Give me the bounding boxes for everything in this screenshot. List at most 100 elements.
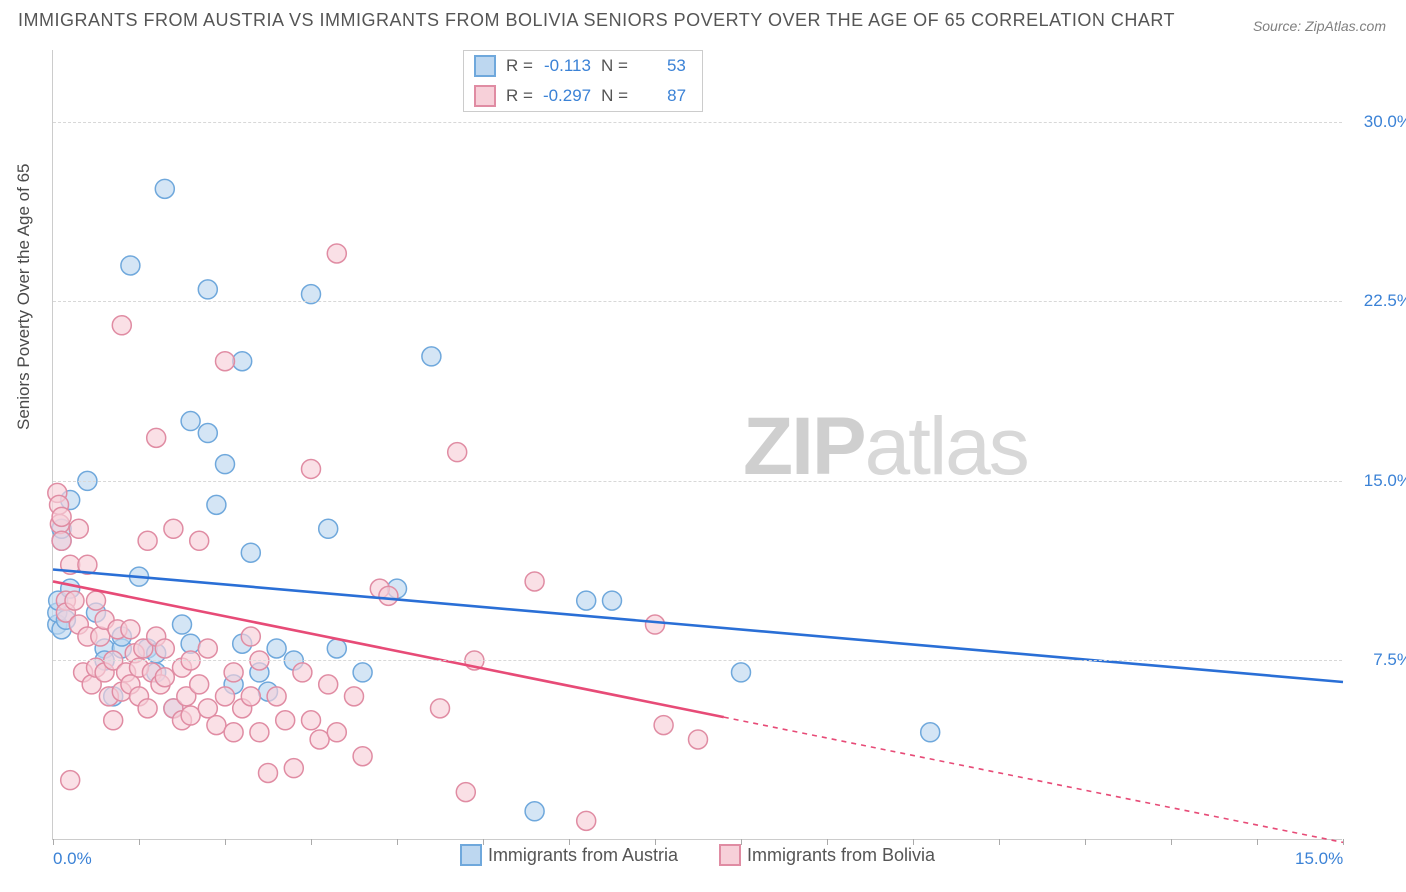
- data-point: [302, 711, 321, 730]
- data-point: [327, 723, 346, 742]
- data-point: [327, 639, 346, 658]
- data-point: [921, 723, 940, 742]
- legend-swatch-1: [719, 844, 741, 866]
- legend-item-0: Immigrants from Austria: [460, 844, 678, 866]
- data-point: [91, 627, 110, 646]
- x-tick-mark: [1257, 839, 1258, 845]
- data-point: [198, 699, 217, 718]
- x-tick-mark: [655, 839, 656, 845]
- data-point: [52, 507, 71, 526]
- r-value-1: -0.297: [537, 86, 597, 106]
- data-point: [319, 675, 338, 694]
- data-point: [422, 347, 441, 366]
- gridline-h: [53, 481, 1342, 482]
- data-point: [216, 455, 235, 474]
- y-tick-label: 30.0%: [1352, 112, 1406, 132]
- data-point: [577, 591, 596, 610]
- gridline-h: [53, 301, 1342, 302]
- data-point: [233, 352, 252, 371]
- chart-plot-area: ZIPatlas R = -0.113 N = 53 R = -0.297 N …: [52, 50, 1342, 840]
- data-point: [181, 706, 200, 725]
- data-point: [267, 687, 286, 706]
- data-point: [302, 459, 321, 478]
- n-label: N =: [601, 56, 628, 76]
- data-point: [138, 531, 157, 550]
- data-point: [224, 663, 243, 682]
- data-point: [216, 352, 235, 371]
- data-point: [173, 615, 192, 634]
- data-point: [65, 591, 84, 610]
- trend-line: [53, 569, 1343, 682]
- data-point: [284, 759, 303, 778]
- data-point: [577, 811, 596, 830]
- data-point: [155, 639, 174, 658]
- data-point: [61, 771, 80, 790]
- data-point: [646, 615, 665, 634]
- data-point: [319, 519, 338, 538]
- data-point: [207, 716, 226, 735]
- data-point: [353, 747, 372, 766]
- x-tick-mark: [53, 839, 54, 845]
- legend-item-1: Immigrants from Bolivia: [719, 844, 935, 866]
- swatch-series-0: [474, 55, 496, 77]
- legend-label-1: Immigrants from Bolivia: [747, 845, 935, 866]
- y-tick-label: 15.0%: [1352, 471, 1406, 491]
- data-point: [310, 730, 329, 749]
- data-point: [147, 428, 166, 447]
- data-point: [224, 723, 243, 742]
- data-point: [241, 687, 260, 706]
- data-point: [276, 711, 295, 730]
- data-point: [241, 627, 260, 646]
- x-tick-mark: [397, 839, 398, 845]
- data-point: [353, 663, 372, 682]
- series-legend: Immigrants from Austria Immigrants from …: [53, 844, 1342, 871]
- x-tick-mark: [827, 839, 828, 845]
- data-point: [181, 412, 200, 431]
- chart-title: IMMIGRANTS FROM AUSTRIA VS IMMIGRANTS FR…: [18, 10, 1175, 31]
- data-point: [431, 699, 450, 718]
- n-label: N =: [601, 86, 628, 106]
- data-point: [198, 639, 217, 658]
- source-attribution: Source: ZipAtlas.com: [1253, 18, 1386, 34]
- data-point: [293, 663, 312, 682]
- corr-row-series-0: R = -0.113 N = 53: [464, 51, 702, 81]
- n-value-1: 87: [632, 86, 692, 106]
- r-label: R =: [506, 86, 533, 106]
- data-point: [345, 687, 364, 706]
- data-point: [525, 802, 544, 821]
- r-value-0: -0.113: [537, 56, 597, 76]
- data-point: [190, 675, 209, 694]
- data-point: [155, 179, 174, 198]
- data-point: [654, 716, 673, 735]
- data-point: [448, 443, 467, 462]
- data-point: [267, 639, 286, 658]
- data-point: [732, 663, 751, 682]
- x-tick-mark: [1343, 839, 1344, 845]
- data-point: [87, 591, 106, 610]
- r-label: R =: [506, 56, 533, 76]
- x-tick-mark: [913, 839, 914, 845]
- x-tick-mark: [225, 839, 226, 845]
- data-point: [241, 543, 260, 562]
- data-point: [456, 783, 475, 802]
- x-tick-mark: [569, 839, 570, 845]
- data-point: [52, 531, 71, 550]
- data-point: [164, 519, 183, 538]
- data-point: [379, 586, 398, 605]
- data-point: [259, 763, 278, 782]
- data-point: [112, 316, 131, 335]
- data-point: [155, 668, 174, 687]
- gridline-h: [53, 660, 1342, 661]
- trend-line: [724, 717, 1343, 842]
- data-point: [250, 723, 269, 742]
- x-tick-label: 15.0%: [1295, 849, 1343, 869]
- scatter-svg: [53, 50, 1342, 839]
- data-point: [121, 620, 140, 639]
- data-point: [603, 591, 622, 610]
- legend-swatch-0: [460, 844, 482, 866]
- data-point: [190, 531, 209, 550]
- data-point: [525, 572, 544, 591]
- data-point: [138, 699, 157, 718]
- correlation-legend: R = -0.113 N = 53 R = -0.297 N = 87: [463, 50, 703, 112]
- data-point: [198, 424, 217, 443]
